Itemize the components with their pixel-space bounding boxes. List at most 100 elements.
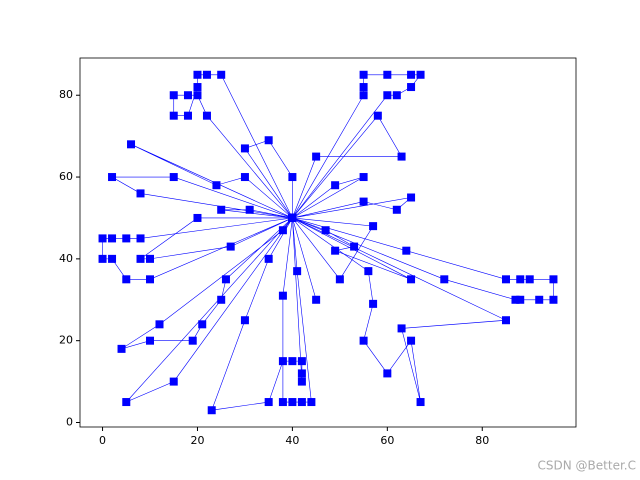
point-marker [383,369,392,378]
route-line [292,217,554,301]
point-marker [122,398,131,407]
point-marker [193,70,202,79]
point-marker [501,275,510,284]
point-marker [108,254,117,263]
point-marker [169,111,178,120]
point-marker [359,83,368,92]
point-marker [264,398,273,407]
route-line [292,217,508,403]
point-marker [202,111,211,120]
point-marker [288,173,297,182]
route-line [292,217,374,280]
point-marker [278,226,287,235]
point-marker [297,377,306,386]
point-marker [350,242,359,251]
point-marker [407,83,416,92]
point-marker [117,344,126,353]
point-marker [416,398,425,407]
route-line [292,176,364,219]
point-marker [146,275,155,284]
point-marker [217,205,226,214]
point-marker [122,275,131,284]
point-marker [392,205,401,214]
point-marker [136,234,145,243]
point-marker [193,91,202,100]
point-marker [146,254,155,263]
point-marker [549,295,558,304]
point-marker [373,111,382,120]
point-marker [183,111,192,120]
route-line [139,217,293,260]
point-marker [312,295,321,304]
x-tick-label: 40 [285,434,299,447]
point-marker [288,398,297,407]
point-marker [331,246,340,255]
route-line [221,209,293,219]
point-marker [288,357,297,366]
point-marker [535,295,544,304]
point-marker [240,316,249,325]
y-tick-label: 80 [59,88,73,101]
point-marker [245,205,254,214]
point-marker [407,275,416,284]
point-marker [193,213,202,222]
point-marker [264,136,273,145]
route-line [282,217,312,403]
point-marker [226,242,235,251]
y-tick-label: 60 [59,170,73,183]
point-marker [516,275,525,284]
route-line [121,217,293,350]
point-marker [136,189,145,198]
point-marker [392,91,401,100]
point-marker [278,291,287,300]
point-marker [335,275,344,284]
point-marker [359,173,368,182]
point-marker [402,246,411,255]
point-marker [369,222,378,231]
point-marker [217,295,226,304]
point-marker [198,320,207,329]
point-marker [440,275,449,284]
y-tick-label: 20 [59,334,73,347]
y-tick-label: 40 [59,252,73,265]
point-marker [221,275,230,284]
point-marker [359,91,368,100]
point-marker [193,83,202,92]
point-marker [240,173,249,182]
route-line [292,217,412,280]
x-tick-label: 80 [475,434,489,447]
point-marker [98,254,107,263]
point-marker [312,152,321,161]
point-marker [516,295,525,304]
point-marker [397,152,406,161]
point-marker [207,406,216,415]
point-marker [359,197,368,206]
point-marker [331,181,340,190]
point-marker [122,234,131,243]
point-marker [501,316,510,325]
point-marker [297,398,306,407]
y-tick-label: 0 [66,416,73,429]
point-marker [169,173,178,182]
point-marker [136,254,145,263]
point-marker [202,70,211,79]
point-marker [146,336,155,345]
point-marker [98,234,107,243]
point-marker [321,226,330,235]
point-marker [155,320,164,329]
point-marker [549,275,558,284]
point-marker [297,357,306,366]
x-tick-label: 0 [99,434,106,447]
point-marker [127,140,136,149]
point-marker [407,193,416,202]
route-line [126,217,293,403]
point-marker [288,213,297,222]
point-marker [169,377,178,386]
point-marker [383,70,392,79]
point-marker [525,275,534,284]
point-marker [397,324,406,333]
x-tick-label: 20 [190,434,204,447]
point-marker [278,398,287,407]
